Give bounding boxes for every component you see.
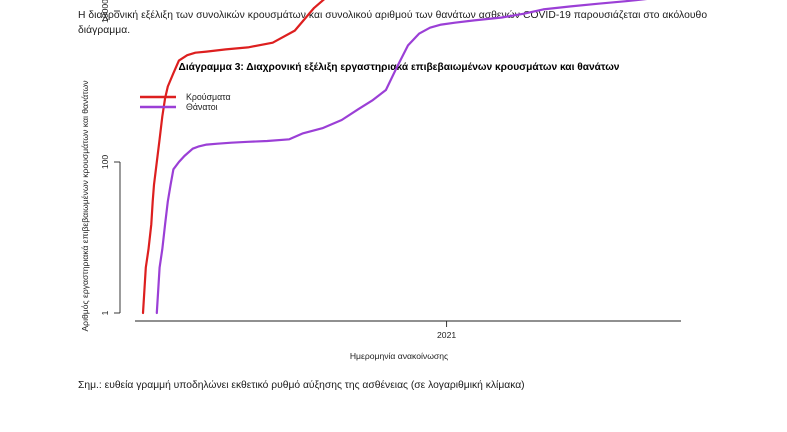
legend-label-cases: Κρούσματα (186, 92, 231, 102)
x-axis-label: Ημερομηνία ανακοίνωσης (350, 351, 448, 361)
intro-paragraph: Η διαχρονική εξέλιξη των συνολικών κρουσ… (78, 10, 708, 36)
y-axis-ticks: 1 100 10000 (100, 0, 120, 315)
series-line-deaths (155, 0, 648, 315)
x-axis-ticks: 2021 (437, 321, 456, 340)
x-axis: 2021 (135, 320, 681, 340)
x-tick-label: 2021 (437, 330, 456, 340)
series-line-cases (141, 0, 325, 315)
y-tick-label: 1 (100, 310, 110, 315)
chart-title: Διάγραμμα 3: Διαχρονική εξέλιξη εργαστηρ… (179, 62, 620, 73)
y-tick-label: 10000 (100, 0, 110, 23)
y-tick-label: 100 (100, 155, 110, 170)
footnote: Σημ.: ευθεία γραμμή υποδηλώνει εκθετικό … (78, 380, 525, 391)
legend-label-deaths: Θάνατοι (186, 102, 218, 112)
series-layer (141, 0, 648, 315)
y-axis-label: Αριθμός εργαστηριακά επιβεβαιωμένων κρου… (80, 80, 90, 331)
y-axis: 1 100 10000 (100, 0, 121, 315)
legend: Κρούσματα Θάνατοι (140, 92, 231, 112)
